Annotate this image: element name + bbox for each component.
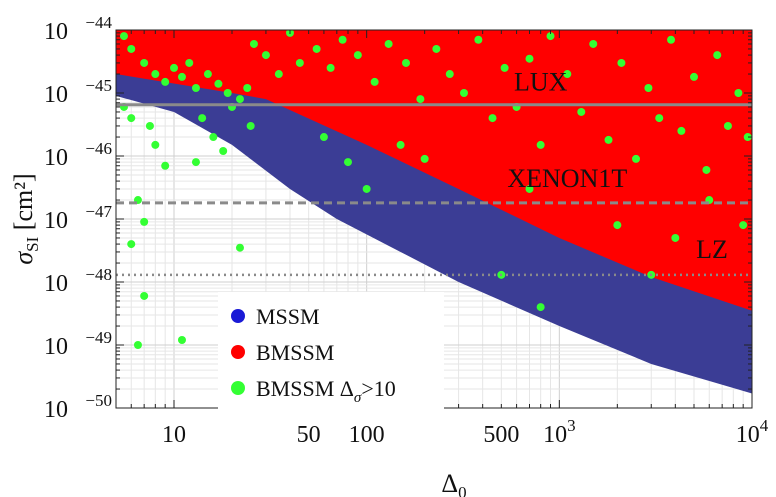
data-point xyxy=(396,140,405,149)
region-bmssm xyxy=(116,30,752,311)
data-point xyxy=(319,133,328,142)
data-point xyxy=(343,158,352,167)
data-point xyxy=(140,217,149,226)
data-point xyxy=(198,114,207,123)
data-point xyxy=(536,303,545,312)
data-point xyxy=(246,121,255,130)
data-point xyxy=(613,221,622,230)
data-point xyxy=(161,161,170,170)
data-point xyxy=(671,233,680,242)
data-point xyxy=(161,77,170,86)
data-point xyxy=(563,70,572,79)
limit-label-lz: LZ xyxy=(696,235,728,264)
data-point xyxy=(604,135,613,144)
x-tick-label: 100 xyxy=(349,422,385,448)
data-point xyxy=(151,140,160,149)
y-axis-label: σSI [cm²] xyxy=(9,173,42,264)
data-point xyxy=(169,63,178,72)
data-point xyxy=(677,126,686,135)
x-tick-label: 500 xyxy=(483,422,519,448)
data-point xyxy=(702,165,711,174)
data-point xyxy=(525,184,534,193)
data-point xyxy=(644,84,653,93)
data-point xyxy=(432,44,441,53)
data-point xyxy=(353,51,362,60)
limit-label-xenon1t: XENON1T xyxy=(507,164,627,193)
data-point xyxy=(127,44,136,53)
data-point xyxy=(459,89,468,97)
data-point xyxy=(326,63,335,72)
data-point xyxy=(416,95,425,104)
data-point xyxy=(488,114,497,123)
x-tick-label: 50 xyxy=(297,422,321,448)
data-point xyxy=(185,58,194,67)
data-point xyxy=(546,32,555,41)
x-tick-label: 10 xyxy=(162,422,186,448)
data-point xyxy=(370,77,379,86)
data-point xyxy=(525,54,534,63)
legend-marker-0 xyxy=(231,309,245,323)
data-point xyxy=(500,63,509,72)
data-point xyxy=(140,58,149,67)
data-point xyxy=(119,32,128,41)
data-point xyxy=(420,154,429,163)
points xyxy=(119,30,752,349)
data-point xyxy=(384,39,393,48)
data-point xyxy=(295,58,304,67)
data-point xyxy=(209,133,218,142)
data-point xyxy=(739,221,748,230)
data-point xyxy=(667,35,676,44)
data-point xyxy=(655,114,664,123)
data-point xyxy=(274,70,283,79)
data-point xyxy=(401,58,410,67)
data-point xyxy=(133,341,142,349)
legend-marker-2 xyxy=(231,381,245,395)
data-point xyxy=(536,140,545,149)
data-point xyxy=(127,240,136,249)
data-point xyxy=(235,95,244,104)
data-point xyxy=(127,114,136,123)
legend-box xyxy=(218,292,444,410)
legend-label-1: BMSSM xyxy=(256,340,334,365)
legend-marker-1 xyxy=(231,345,245,359)
data-point xyxy=(249,39,258,48)
limit-lines: LUX XENON1T LZ xyxy=(116,67,752,277)
data-point xyxy=(191,158,200,167)
data-point xyxy=(151,70,160,79)
data-point xyxy=(338,35,347,44)
data-point xyxy=(617,58,626,67)
data-point xyxy=(589,39,598,48)
data-point xyxy=(145,121,154,130)
legend-label-0: MSSM xyxy=(256,304,320,329)
data-point xyxy=(445,70,454,79)
data-point xyxy=(177,336,186,345)
data-point xyxy=(140,291,149,300)
data-point xyxy=(474,35,483,44)
data-point xyxy=(577,107,586,116)
data-point xyxy=(690,72,699,81)
data-point xyxy=(261,51,270,60)
data-point xyxy=(362,184,371,193)
data-point xyxy=(632,154,641,163)
regions xyxy=(116,30,752,394)
data-point xyxy=(713,51,722,60)
data-point xyxy=(723,121,732,130)
limit-label-lux: LUX xyxy=(514,67,568,96)
data-point xyxy=(191,84,200,93)
data-point xyxy=(312,44,321,53)
data-point xyxy=(734,89,743,97)
data-point xyxy=(203,70,212,79)
data-point xyxy=(219,147,228,156)
data-point xyxy=(177,72,186,81)
data-point xyxy=(235,243,244,252)
data-point xyxy=(223,89,232,97)
data-point xyxy=(214,79,223,88)
data-point xyxy=(743,133,752,142)
data-point xyxy=(243,84,252,93)
